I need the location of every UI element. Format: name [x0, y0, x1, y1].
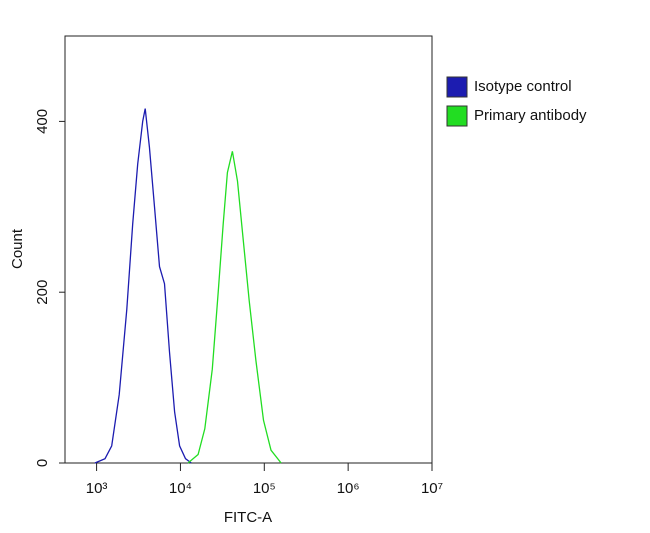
y-tick-label: 0	[34, 459, 51, 467]
x-axis-label: FITC-A	[224, 509, 272, 526]
x-tick-label: 10⁵	[253, 480, 276, 497]
series-line	[187, 151, 282, 464]
x-tick-label: 10⁶	[337, 480, 360, 497]
x-tick-label: 10⁷	[421, 480, 443, 497]
y-tick-label: 200	[34, 280, 51, 305]
series-line	[94, 108, 192, 464]
legend-label: Isotype control	[474, 78, 572, 95]
x-tick-label: 10³	[86, 480, 108, 497]
x-tick-label: 10⁴	[169, 480, 192, 497]
legend-label: Primary antibody	[474, 107, 587, 124]
legend-swatch	[446, 76, 468, 98]
y-axis-label: Count	[9, 228, 26, 269]
y-tick-label: 400	[34, 109, 51, 134]
legend-swatch	[446, 105, 468, 127]
plot-frame	[64, 35, 433, 464]
